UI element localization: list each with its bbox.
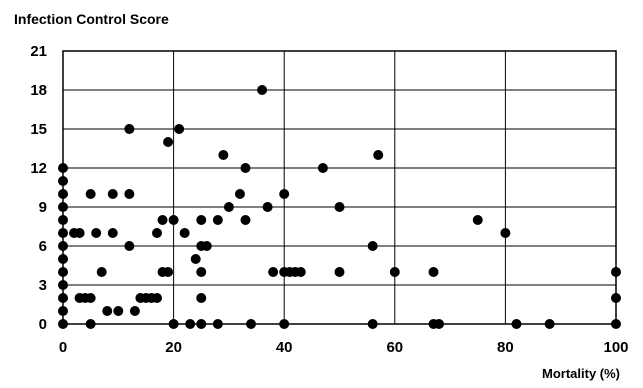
grid-lines bbox=[63, 51, 616, 324]
data-point bbox=[74, 228, 85, 238]
data-point bbox=[152, 228, 163, 238]
data-point bbox=[190, 254, 201, 264]
data-point bbox=[168, 215, 179, 225]
data-point bbox=[373, 150, 384, 160]
data-point bbox=[389, 267, 400, 277]
data-point bbox=[212, 215, 223, 225]
data-point bbox=[58, 241, 68, 251]
data-point bbox=[96, 267, 107, 277]
data-point bbox=[218, 150, 229, 160]
data-point bbox=[334, 202, 345, 212]
data-point bbox=[102, 306, 113, 316]
data-point bbox=[611, 267, 621, 277]
data-point bbox=[58, 163, 68, 173]
x-axis-ticks: 0 20 40 60 80 100 bbox=[59, 339, 629, 356]
data-points bbox=[58, 85, 621, 329]
data-point bbox=[367, 319, 378, 329]
data-point bbox=[163, 137, 174, 147]
data-point bbox=[58, 254, 68, 264]
data-point bbox=[179, 228, 190, 238]
data-point bbox=[611, 319, 621, 329]
data-point bbox=[185, 319, 196, 329]
data-point bbox=[246, 319, 257, 329]
data-point bbox=[428, 267, 439, 277]
data-point bbox=[58, 215, 68, 225]
data-point bbox=[240, 215, 251, 225]
y-axis-ticks: 0 3 6 9 12 15 18 21 bbox=[30, 43, 47, 333]
data-point bbox=[107, 228, 118, 238]
data-point bbox=[85, 319, 96, 329]
chart-title: Infection Control Score bbox=[14, 11, 169, 27]
data-point bbox=[58, 228, 68, 238]
data-point bbox=[58, 319, 68, 329]
data-point bbox=[279, 319, 290, 329]
data-point bbox=[500, 228, 511, 238]
data-point bbox=[85, 189, 96, 199]
data-point bbox=[268, 267, 279, 277]
x-tick-label: 20 bbox=[165, 339, 182, 356]
data-point bbox=[107, 189, 118, 199]
x-tick-label: 100 bbox=[603, 339, 628, 356]
y-tick-label: 15 bbox=[30, 121, 47, 138]
data-point bbox=[611, 293, 621, 303]
y-tick-label: 0 bbox=[39, 316, 47, 333]
data-point bbox=[85, 293, 96, 303]
data-point bbox=[196, 293, 207, 303]
data-point bbox=[168, 319, 179, 329]
data-point bbox=[124, 241, 135, 251]
data-point bbox=[317, 163, 328, 173]
x-axis-label: Mortality (%) bbox=[542, 366, 620, 381]
data-point bbox=[58, 189, 68, 199]
data-point bbox=[152, 293, 163, 303]
data-point bbox=[196, 267, 207, 277]
data-point bbox=[129, 306, 140, 316]
data-point bbox=[262, 202, 273, 212]
data-point bbox=[174, 124, 185, 134]
data-point bbox=[240, 163, 251, 173]
x-tick-label: 60 bbox=[386, 339, 403, 356]
data-point bbox=[124, 124, 135, 134]
data-point bbox=[472, 215, 483, 225]
data-point bbox=[58, 306, 68, 316]
data-point bbox=[124, 189, 135, 199]
data-point bbox=[434, 319, 445, 329]
data-point bbox=[58, 176, 68, 186]
y-tick-label: 18 bbox=[30, 82, 47, 99]
data-point bbox=[196, 319, 207, 329]
data-point bbox=[201, 241, 212, 251]
data-point bbox=[223, 202, 234, 212]
data-point bbox=[295, 267, 306, 277]
data-point bbox=[279, 189, 290, 199]
data-point bbox=[58, 280, 68, 290]
data-point bbox=[234, 189, 245, 199]
y-tick-label: 3 bbox=[39, 277, 47, 294]
data-point bbox=[91, 228, 102, 238]
data-point bbox=[163, 267, 174, 277]
data-point bbox=[58, 293, 68, 303]
data-point bbox=[113, 306, 124, 316]
data-point bbox=[544, 319, 555, 329]
x-tick-label: 80 bbox=[497, 339, 514, 356]
plot-frame bbox=[62, 50, 617, 325]
data-point bbox=[196, 215, 207, 225]
data-point bbox=[58, 267, 68, 277]
x-tick-label: 40 bbox=[276, 339, 293, 356]
data-point bbox=[157, 215, 168, 225]
y-tick-label: 9 bbox=[39, 199, 47, 216]
data-point bbox=[212, 319, 223, 329]
data-point bbox=[511, 319, 522, 329]
y-tick-label: 12 bbox=[30, 160, 47, 177]
data-point bbox=[257, 85, 268, 95]
data-point bbox=[334, 267, 345, 277]
x-tick-label: 0 bbox=[59, 339, 67, 356]
data-point bbox=[367, 241, 378, 251]
data-point bbox=[58, 202, 68, 212]
y-tick-label: 6 bbox=[39, 238, 47, 255]
y-tick-label: 21 bbox=[30, 43, 47, 60]
